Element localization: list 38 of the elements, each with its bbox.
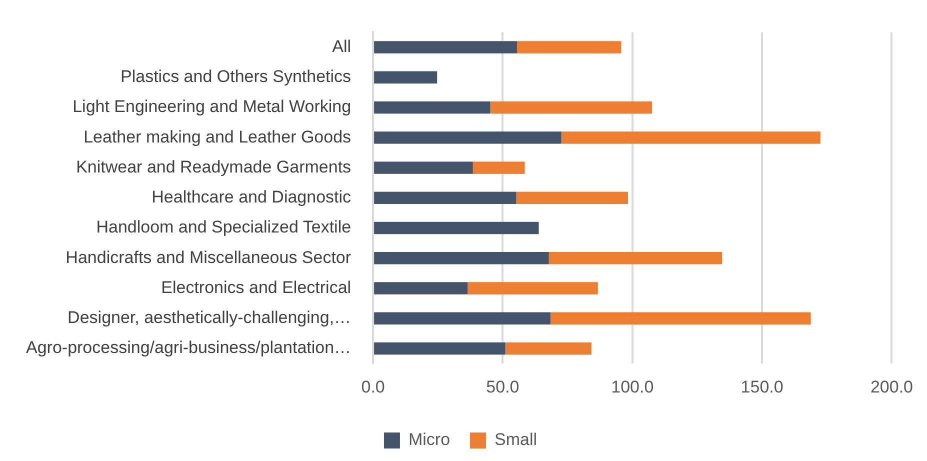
bar (548, 252, 722, 264)
x-tick-label: 200.0 (870, 377, 914, 396)
y-tick-label: Designer, aesthetically-challenging,… (68, 308, 352, 328)
bar (468, 282, 598, 294)
bar (374, 282, 468, 294)
bar (374, 192, 516, 204)
bar (505, 342, 592, 355)
x-tick-label: 150.0 (740, 377, 784, 396)
bar (374, 252, 549, 264)
y-tick-label: Agro-processing/agri-business/plantation… (26, 338, 352, 358)
bar (490, 101, 652, 114)
bar (374, 222, 539, 234)
y-tick-label: Handicrafts and Miscellaneous Sector (66, 248, 352, 267)
bar (374, 132, 562, 144)
bar (550, 312, 811, 325)
legend-label: Small (494, 430, 538, 450)
bar (516, 41, 622, 54)
legend-label: Micro (408, 430, 450, 450)
bar (374, 41, 517, 54)
bar (516, 192, 628, 204)
y-tick-label: Healthcare and Diagnostic (152, 188, 352, 207)
bar (472, 162, 525, 174)
bar (561, 132, 820, 144)
bar (374, 101, 490, 114)
x-tick-label: 0.0 (361, 377, 385, 396)
x-tick-label: 50.0 (486, 377, 520, 396)
y-tick-label: Handloom and Specialized Textile (96, 218, 352, 237)
y-tick-label: Plastics and Others Synthetics (120, 67, 352, 86)
x-tick-label: 100.0 (611, 377, 654, 396)
bar (374, 342, 506, 355)
y-tick-label: All (332, 36, 352, 56)
y-tick-label: Light Engineering and Metal Working (72, 97, 352, 116)
bar (374, 162, 473, 174)
y-tick-label: Electronics and Electrical (161, 278, 352, 297)
bar (374, 71, 438, 84)
y-tick-label: Knitwear and Readymade Garments (76, 157, 352, 176)
y-tick-label: Leather making and Leather Goods (84, 127, 352, 146)
bar (374, 312, 550, 325)
